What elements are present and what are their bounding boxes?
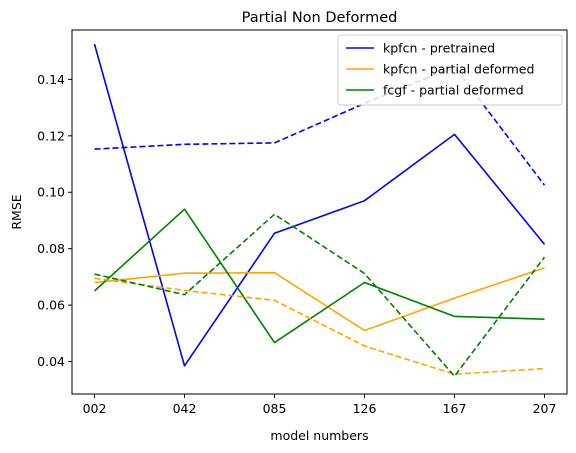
series-layer	[93, 43, 546, 378]
series-line-1	[93, 43, 546, 367]
x-axis-label: model numbers	[270, 428, 368, 443]
legend-label: kpfcn - partial deformed	[383, 62, 534, 77]
x-tick-label: 085	[263, 401, 287, 416]
x-tick-label: 126	[353, 401, 377, 416]
legend-label: fcgf - partial deformed	[383, 83, 524, 98]
legend: kpfcn - pretrained kpfcn - partial deform…	[337, 34, 563, 106]
series-line-2	[94, 267, 545, 332]
chart-title: Partial Non Deformed	[242, 10, 398, 26]
x-tick-label: 207	[533, 401, 557, 416]
y-tick-label: 0.12	[37, 128, 65, 143]
series-line-5-dashed	[94, 277, 545, 376]
series-line-6-dashed	[94, 213, 546, 378]
y-axis-label: RMSE	[9, 194, 24, 229]
y-tick-label: 0.04	[37, 354, 65, 369]
x-tick-label: 042	[173, 401, 197, 416]
x-axis: 002 042 085 126 167 207	[83, 394, 557, 416]
y-axis: 0.04 0.06 0.08 0.10 0.12 0.14	[37, 72, 72, 369]
y-tick-label: 0.06	[37, 298, 65, 313]
legend-label: kpfcn - pretrained	[383, 41, 495, 56]
plot-frame	[71, 29, 568, 395]
legend-box	[337, 34, 563, 106]
x-tick-label: 002	[83, 401, 107, 416]
y-tick-label: 0.10	[37, 185, 65, 200]
y-tick-label: 0.14	[37, 72, 65, 87]
series-line-3	[93, 208, 545, 344]
y-tick-label: 0.08	[37, 241, 65, 256]
x-tick-label: 167	[443, 401, 467, 416]
